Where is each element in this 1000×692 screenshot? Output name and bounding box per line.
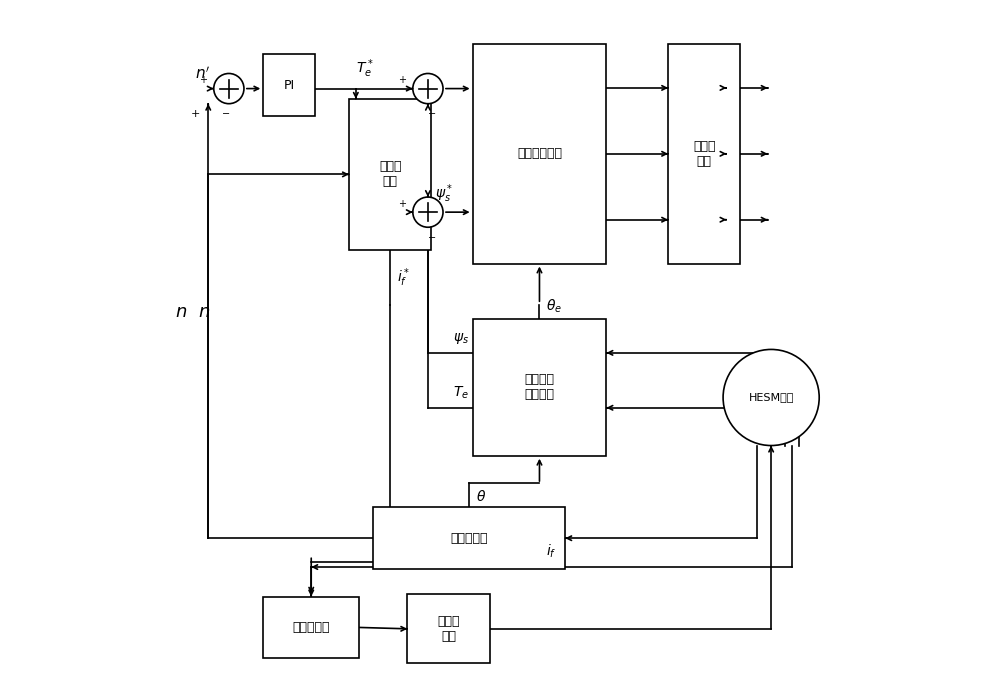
Text: 励磁逆
变器: 励磁逆 变器 <box>437 614 460 643</box>
Text: 开关状态选择: 开关状态选择 <box>517 147 562 161</box>
Text: $n'$: $n'$ <box>195 65 210 82</box>
Text: $-$: $-$ <box>221 107 230 117</box>
Circle shape <box>413 73 443 104</box>
Text: $-$: $-$ <box>427 230 436 241</box>
Text: +: + <box>199 75 207 85</box>
Text: $\psi_s$: $\psi_s$ <box>453 331 469 346</box>
Text: 三相逆
变器: 三相逆 变器 <box>693 140 715 167</box>
Text: $i_f$: $i_f$ <box>546 543 557 560</box>
Text: $n$: $n$ <box>198 302 210 320</box>
Text: $n$: $n$ <box>175 302 188 320</box>
FancyBboxPatch shape <box>349 99 431 250</box>
Text: HESM电机: HESM电机 <box>748 392 794 403</box>
Text: $T_e^*$: $T_e^*$ <box>356 57 373 80</box>
Text: +: + <box>398 199 406 209</box>
Text: 磁链、转
矩观测器: 磁链、转 矩观测器 <box>524 373 554 401</box>
FancyBboxPatch shape <box>373 507 565 569</box>
Circle shape <box>413 197 443 227</box>
FancyBboxPatch shape <box>473 44 606 264</box>
Text: $-$: $-$ <box>427 107 436 117</box>
FancyBboxPatch shape <box>407 594 490 663</box>
Text: $\theta$: $\theta$ <box>476 489 486 504</box>
Circle shape <box>214 73 244 104</box>
Circle shape <box>723 349 819 446</box>
FancyBboxPatch shape <box>263 597 359 658</box>
Text: 速度传感器: 速度传感器 <box>450 531 488 545</box>
Text: PI: PI <box>283 79 294 91</box>
Text: +: + <box>398 75 406 85</box>
FancyBboxPatch shape <box>263 54 315 116</box>
Text: $\psi_s^*$: $\psi_s^*$ <box>435 183 453 206</box>
Text: $i_f^*$: $i_f^*$ <box>397 266 410 289</box>
FancyBboxPatch shape <box>473 318 606 456</box>
Text: $\theta_e$: $\theta_e$ <box>546 298 562 315</box>
Text: 励磁调节器: 励磁调节器 <box>292 621 330 634</box>
FancyBboxPatch shape <box>668 44 740 264</box>
Text: 电流分
配器: 电流分 配器 <box>379 161 401 188</box>
Text: $T_e$: $T_e$ <box>453 385 469 401</box>
Text: +: + <box>191 109 200 119</box>
